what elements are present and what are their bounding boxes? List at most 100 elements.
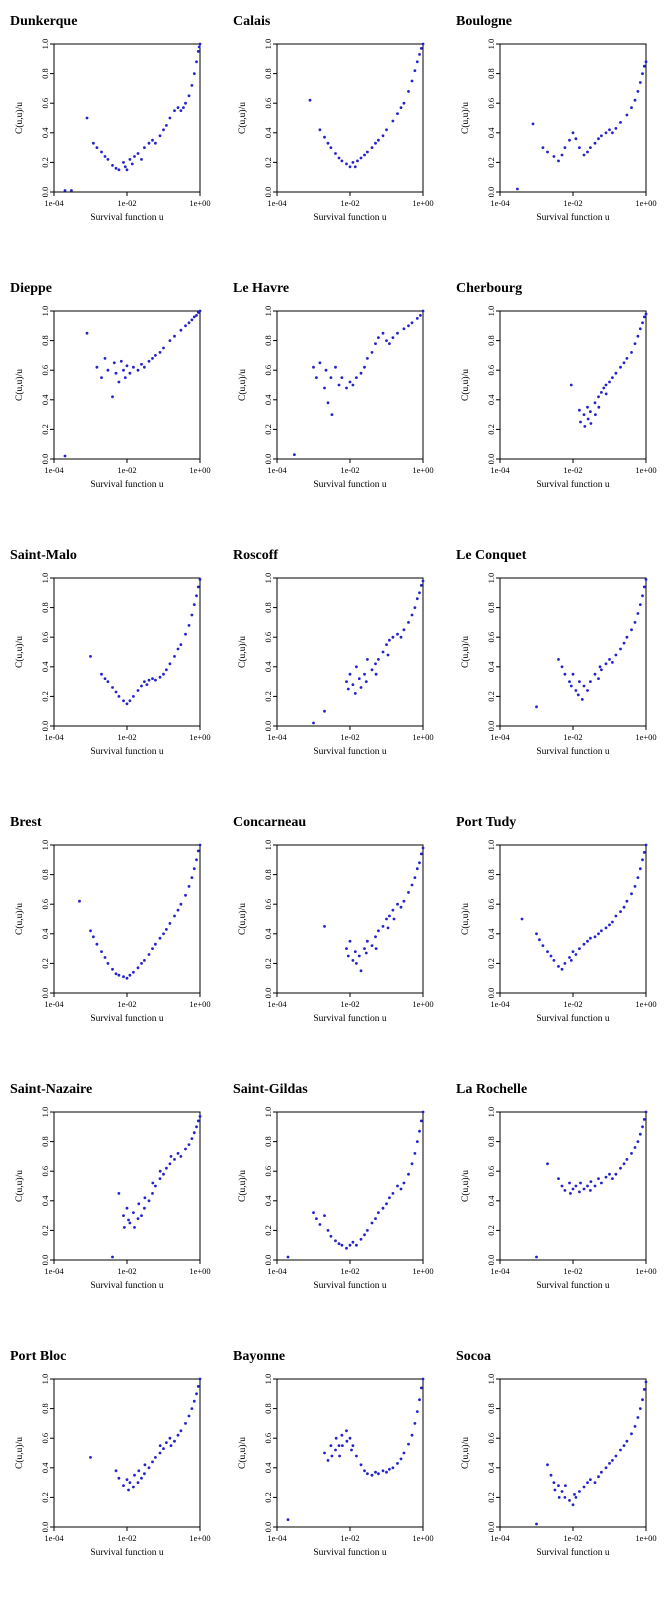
y-tick-label: 0.8: [486, 68, 496, 79]
data-point: [145, 683, 149, 686]
x-tick-label: 1e-02: [117, 465, 136, 475]
data-point: [340, 376, 344, 379]
data-point: [642, 585, 646, 589]
x-tick-label: 1e-04: [490, 1266, 510, 1276]
x-tick-label: 1e-04: [44, 198, 64, 208]
data-point: [100, 150, 103, 154]
data-point: [619, 1166, 622, 1170]
data-point: [195, 60, 198, 64]
data-point: [341, 1444, 344, 1447]
data-point: [176, 1433, 180, 1437]
data-point: [638, 327, 642, 331]
y-axis-label: C(u,u)/u: [14, 369, 25, 401]
scatter-plot: 1e-04 1e-02 1e+00 0.0 0.2 0.4 0.6 0.8 1.0 Surviva…: [460, 1107, 657, 1291]
data-point: [391, 1466, 395, 1470]
data-point: [324, 368, 328, 372]
data-point: [359, 686, 363, 689]
chart-panel: Roscoff 1e-04 1e-02 1e+00 0.0 0.2 0.4 0.6 0.8 1.…: [223, 536, 446, 803]
x-tick-label: 1e-02: [117, 999, 136, 1009]
data-point: [128, 1221, 132, 1225]
data-point: [593, 935, 597, 939]
y-axis-label: C(u,u)/u: [14, 636, 25, 668]
x-tick-label: 1e+00: [635, 198, 656, 208]
data-point: [286, 1518, 290, 1521]
scatter-plot: 1e-04 1e-02 1e+00 0.0 0.2 0.4 0.6 0.8 1.0 Surviva…: [237, 306, 434, 490]
x-tick-label: 1e-02: [563, 465, 582, 475]
data-point: [364, 680, 368, 683]
data-point: [586, 689, 589, 692]
x-tick-label: 1e-02: [340, 999, 359, 1009]
x-tick-label: 1e+00: [412, 198, 433, 208]
data-point: [593, 672, 597, 676]
data-point: [179, 1155, 183, 1158]
data-point: [593, 141, 597, 145]
y-tick-label: 0.0: [263, 454, 273, 465]
data-point: [286, 1255, 290, 1259]
scatter-plot: 1e-04 1e-02 1e+00 0.0 0.2 0.4 0.6 0.8 1.0 Surviva…: [237, 1374, 434, 1558]
data-point: [641, 1125, 644, 1129]
data-point: [340, 1243, 344, 1247]
data-point: [363, 1469, 366, 1473]
data-point: [582, 1187, 586, 1191]
data-point: [151, 947, 154, 950]
data-point: [192, 315, 196, 319]
data-point: [578, 146, 581, 149]
data-point: [176, 647, 180, 651]
data-point: [136, 1481, 140, 1484]
data-point: [586, 417, 590, 421]
data-point: [165, 1166, 168, 1170]
y-tick-label: 1.0: [486, 840, 496, 851]
y-tick-label: 0.2: [40, 691, 50, 702]
y-tick-label: 1.0: [486, 39, 496, 50]
x-tick-label: 1e+00: [189, 1533, 210, 1543]
data-point: [388, 1196, 391, 1200]
data-point: [190, 1137, 194, 1140]
data-point: [641, 321, 644, 325]
data-point: [600, 134, 603, 138]
data-point: [418, 1398, 421, 1402]
data-point: [187, 885, 191, 888]
chart-panel: Brest 1e-04 1e-02 1e+00 0.0 0.2 0.4 0.6 0.8 1.0 S…: [0, 803, 223, 1070]
data-point: [374, 935, 377, 939]
data-point: [143, 1206, 146, 1210]
data-point: [560, 153, 564, 157]
data-point: [326, 1229, 330, 1232]
y-tick-label: 0.2: [486, 691, 496, 702]
y-tick-label: 0.0: [40, 454, 50, 465]
data-point: [583, 425, 587, 428]
data-point: [366, 1472, 369, 1476]
data-point: [122, 161, 125, 164]
y-tick-label: 1.0: [40, 1374, 50, 1385]
x-tick-label: 1e-04: [267, 198, 287, 208]
plot-box: [276, 43, 424, 193]
data-point: [117, 695, 121, 698]
data-point: [350, 1448, 353, 1452]
chart-panel: Dunkerque 1e-04 1e-02 1e+00 0.0 0.2 0.4 0.6 0.8…: [0, 2, 223, 269]
x-tick-label: 1e-02: [117, 1533, 136, 1543]
data-point: [187, 94, 191, 98]
data-point: [132, 695, 135, 698]
data-point: [323, 386, 326, 390]
data-point: [117, 1192, 121, 1195]
y-tick-label: 0.4: [486, 1462, 496, 1473]
data-point: [413, 876, 417, 879]
data-point: [151, 677, 154, 680]
data-point: [636, 1140, 640, 1143]
data-point: [89, 1456, 92, 1459]
data-point: [119, 359, 123, 363]
data-point: [165, 928, 168, 931]
data-point: [578, 947, 581, 950]
data-point: [143, 680, 146, 683]
data-point: [563, 1189, 567, 1192]
data-point: [137, 1469, 141, 1473]
data-point: [196, 1119, 200, 1123]
data-point: [338, 1454, 341, 1458]
data-point: [95, 365, 99, 369]
data-point: [546, 1463, 549, 1467]
data-point: [173, 1158, 176, 1161]
x-tick-label: 1e+00: [412, 999, 433, 1009]
data-point: [355, 1454, 358, 1458]
data-point: [176, 1152, 180, 1155]
data-point: [611, 1459, 614, 1462]
data-point: [370, 944, 374, 947]
